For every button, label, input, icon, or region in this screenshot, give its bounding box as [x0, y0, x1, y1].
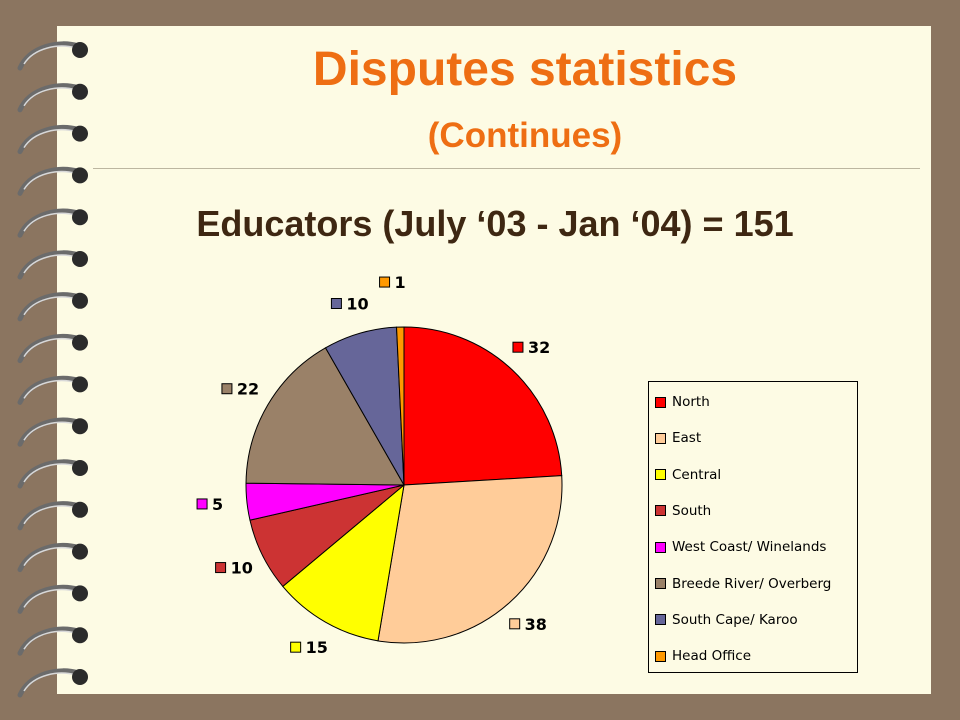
data-label: 1	[379, 273, 406, 292]
legend-swatch	[655, 650, 666, 662]
data-label: 10	[215, 559, 253, 578]
legend-label: North	[672, 394, 710, 410]
legend-swatch	[655, 432, 666, 444]
legend-label: Central	[672, 466, 722, 483]
legend-swatch	[655, 396, 666, 408]
data-label: 10	[330, 295, 369, 314]
spiral-ring	[17, 501, 88, 531]
spiral-ring	[17, 584, 88, 614]
legend-label: East	[672, 430, 702, 447]
spiral-ring	[17, 417, 88, 447]
legend-item: South	[655, 501, 711, 521]
legend-item: Breede River/ Overberg	[655, 574, 831, 594]
chart-heading: Educators (July ‘03 - Jan ‘04) = 151	[196, 203, 794, 244]
data-label-text: 10	[346, 295, 368, 314]
data-label: 38	[509, 615, 547, 634]
legend-label: South	[672, 502, 712, 519]
data-label-text: 22	[237, 380, 259, 399]
legend-swatch	[655, 505, 666, 517]
legend-swatch	[655, 578, 666, 589]
spiral-ring	[17, 459, 88, 489]
pie-slice-breede-river-overberg	[245, 347, 405, 486]
legend-label: Head Office	[672, 648, 751, 665]
spiral-ring	[17, 124, 88, 155]
spiral-ring	[17, 333, 88, 364]
pie-slice-central	[282, 483, 405, 642]
legend-swatch	[655, 541, 666, 553]
spiral-ring	[17, 41, 88, 71]
spiral-ring	[17, 542, 88, 573]
title-divider	[93, 168, 920, 169]
data-label: 22	[221, 380, 259, 399]
data-label-text: 10	[231, 559, 253, 578]
chart-legend: North East Central South West Coast/ Winelan…	[648, 381, 858, 673]
legend-item: Head Office	[655, 646, 751, 666]
spiral-ring	[17, 250, 88, 280]
data-label-text: 15	[306, 638, 328, 657]
data-label-text: 5	[212, 495, 223, 514]
spiral-ring	[17, 208, 88, 238]
slide-subtitle: (Continues)	[427, 116, 623, 155]
spiral-binding	[17, 41, 88, 698]
data-label: 32	[512, 338, 550, 357]
spiral-ring	[17, 626, 88, 656]
data-label: 15	[290, 638, 328, 657]
pie-slice-north	[403, 326, 563, 486]
spiral-ring	[17, 375, 88, 405]
slide-title: Disputes statistics	[312, 43, 738, 96]
legend-label: South Cape/ Karoo	[672, 611, 798, 628]
legend-item: East	[655, 428, 701, 448]
pie-slice-head-office	[396, 326, 405, 486]
legend-item: North	[655, 392, 710, 412]
legend-item: West Coast/ Winelands	[655, 537, 826, 557]
legend-item: South Cape/ Karoo	[655, 610, 798, 630]
data-label-text: 32	[528, 338, 550, 357]
data-label-text: 1	[395, 273, 406, 292]
spiral-ring	[17, 83, 88, 113]
legend-label: Breede River/ Overberg	[672, 575, 832, 592]
legend-swatch	[655, 469, 666, 481]
legend-swatch	[655, 614, 666, 626]
spiral-ring	[17, 668, 88, 698]
legend-label: West Coast/ Winelands	[672, 539, 827, 556]
pie-slice-east	[377, 475, 563, 644]
spiral-ring	[17, 292, 88, 322]
legend-item: Central	[655, 465, 721, 485]
spiral-ring	[17, 166, 88, 196]
data-label-text: 38	[525, 615, 547, 634]
data-label: 5	[196, 495, 223, 514]
